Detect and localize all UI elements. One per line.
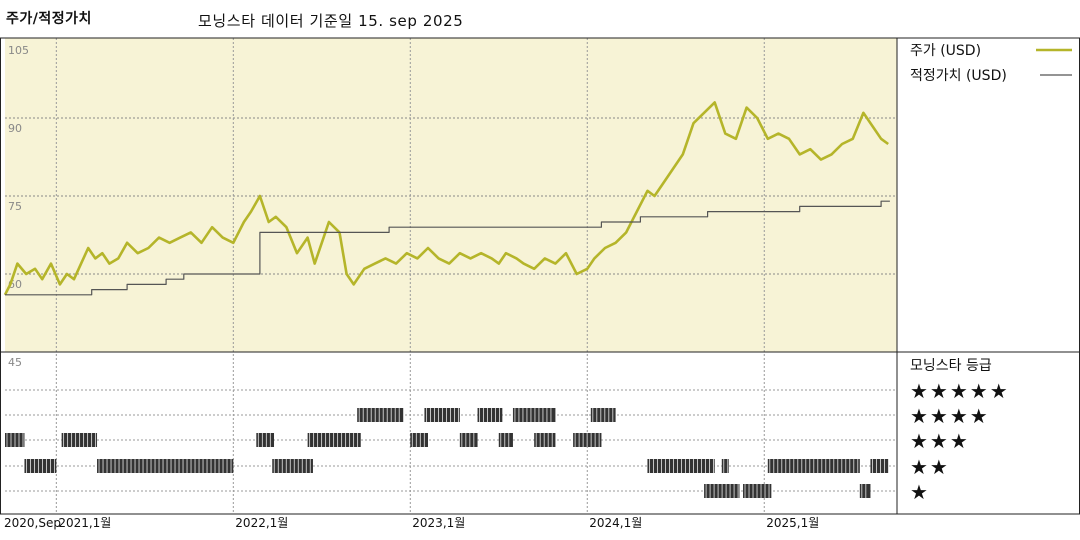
- legend-price-label: 주가 (USD): [910, 43, 981, 59]
- rating-bar-2-star: [24, 459, 57, 473]
- y-tick-label: 105: [8, 44, 29, 57]
- price-line: [3, 101, 889, 296]
- rating-panel-title: 모닝스타 등급: [910, 358, 992, 374]
- rating-bar-3-star: [534, 433, 556, 447]
- chart-date-title: 모닝스타 데이터 기준일 15. sep 2025: [198, 12, 464, 30]
- rating-bar-3-star: [307, 433, 361, 447]
- rating-stars-3: ★★★: [910, 429, 970, 453]
- rating-bar-2-star: [97, 459, 234, 473]
- y-tick-label: 45: [8, 356, 22, 369]
- x-tick-label: 2022,1월: [235, 516, 288, 530]
- rating-bar-4-star: [477, 408, 503, 422]
- rating-bar-3-star: [459, 433, 478, 447]
- rating-bar-2-star: [721, 459, 729, 473]
- x-tick-label: 2021,1월: [58, 516, 111, 530]
- rating-stars-2: ★★: [910, 455, 950, 479]
- fair-value-line: [5, 200, 890, 296]
- rating-bar-4-star: [590, 408, 616, 422]
- x-tick-label: 2020,Sep: [4, 516, 61, 530]
- legend-fair-value-label: 적정가치 (USD): [910, 68, 1007, 84]
- rating-stars-4: ★★★★: [910, 404, 990, 428]
- plot-background: [5, 38, 897, 352]
- x-tick-label: 2023,1월: [412, 516, 465, 530]
- rating-stars-5: ★★★★★: [910, 379, 1010, 403]
- chart-left-title: 주가/적정가치: [6, 11, 92, 27]
- rating-bar-2-star: [870, 459, 889, 473]
- rating-bar-3-star: [410, 433, 428, 447]
- x-tick-label: 2024,1월: [589, 516, 642, 530]
- rating-bar-3-star: [498, 433, 513, 447]
- x-tick-label: 2025,1월: [766, 516, 819, 530]
- rating-bar-1-star: [859, 484, 871, 498]
- rating-bar-4-star: [512, 408, 556, 422]
- y-tick-label: 75: [8, 200, 22, 213]
- rating-stars-1: ★: [910, 480, 930, 504]
- y-tick-label: 90: [8, 122, 22, 135]
- rating-bar-3-star: [256, 433, 275, 447]
- rating-bar-4-star: [357, 408, 404, 422]
